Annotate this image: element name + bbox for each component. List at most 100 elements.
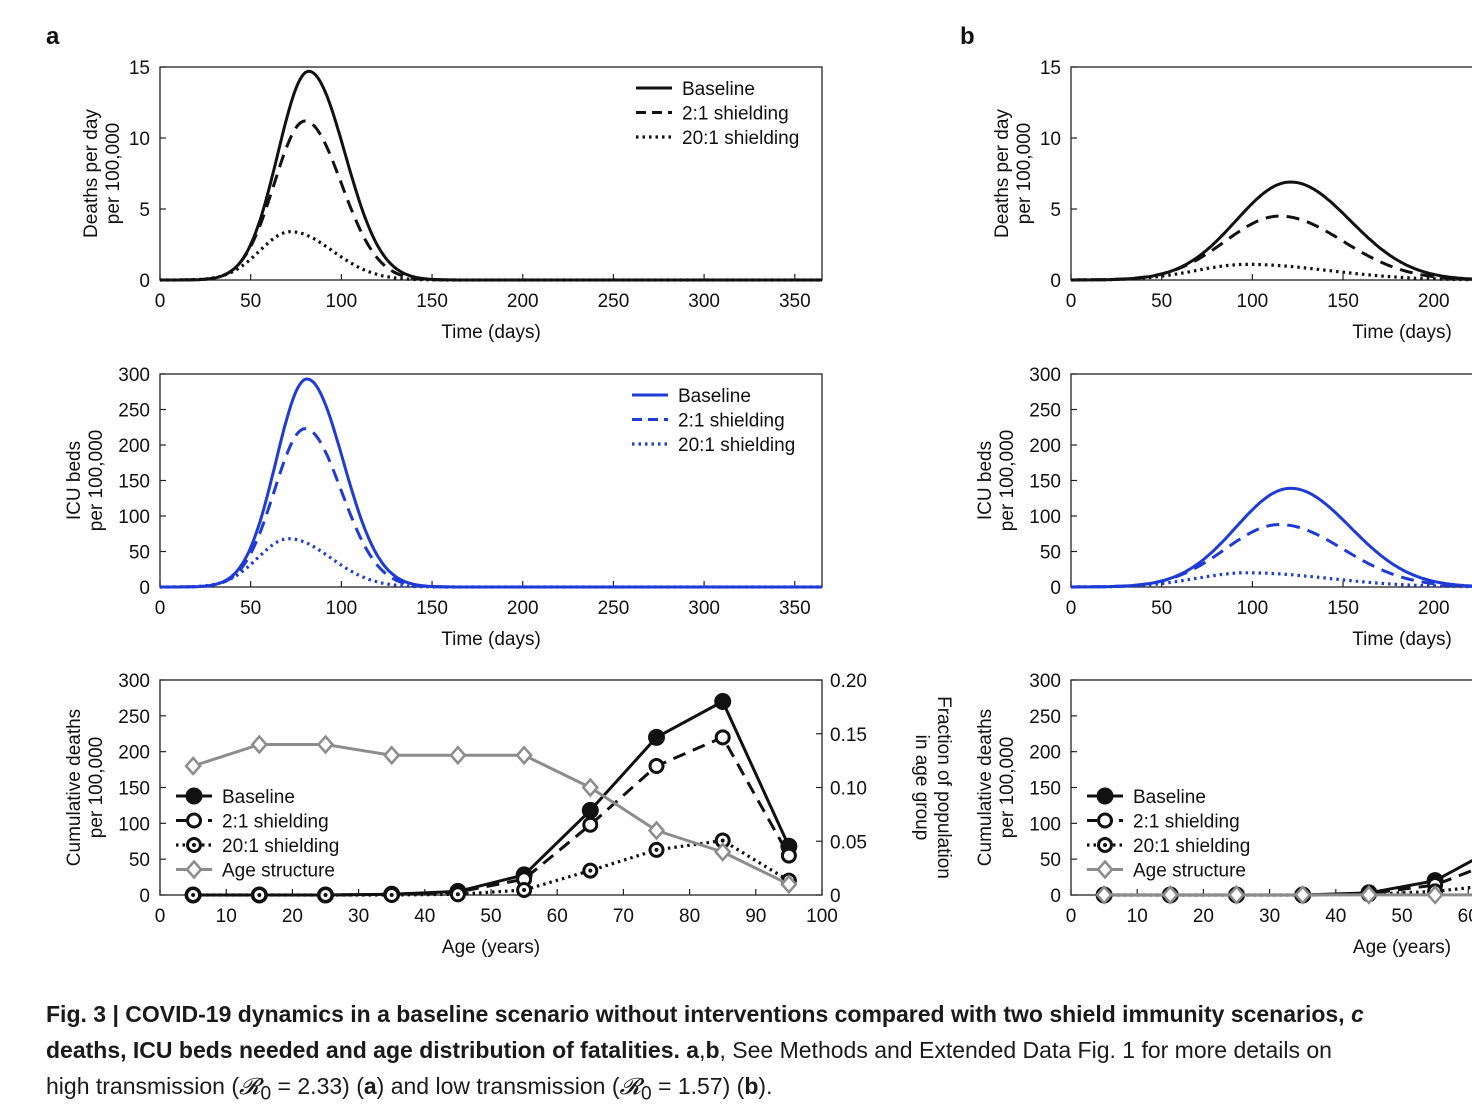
caption-paren-b: b bbox=[744, 1073, 759, 1099]
x-tick-label: 0 bbox=[155, 906, 166, 927]
legend-label: Baseline bbox=[222, 787, 295, 808]
x-tick-label: 100 bbox=[1237, 291, 1269, 312]
caption-panel-a-ref: a bbox=[686, 1037, 700, 1063]
caption-line-1: Fig. 3 | COVID-19 dynamics in a baseline… bbox=[46, 996, 1472, 1032]
caption-methods-text: , See Methods and Extended Data Fig. 1 f… bbox=[719, 1037, 1332, 1063]
y-tick-label: 250 bbox=[118, 401, 150, 422]
marker-age-structure-5 bbox=[515, 745, 533, 766]
marker-age-structure-1 bbox=[250, 734, 268, 755]
marker-age-structure-4 bbox=[1360, 885, 1378, 905]
legend-marker-dot bbox=[192, 843, 196, 847]
y-tick-label: 0 bbox=[1050, 886, 1061, 907]
caption-end: ). bbox=[758, 1073, 773, 1099]
y-tick-label: 100 bbox=[118, 507, 150, 528]
marker-20-1-shielding-2-dot bbox=[323, 893, 328, 897]
y-axis-label-line: Cumulative deaths bbox=[975, 709, 996, 866]
y-right-axis-label-line: Fraction of population bbox=[933, 696, 954, 879]
x-tick-label: 0 bbox=[1066, 291, 1077, 312]
series-line-baseline bbox=[1071, 486, 1472, 589]
y-axis-label: Deaths per dayper 100,000 bbox=[992, 109, 1035, 238]
plot-area bbox=[1095, 858, 1472, 905]
x-tick-label: 20 bbox=[282, 906, 303, 927]
series-line-age-structure bbox=[192, 743, 790, 886]
y-right-tick-label: 0.10 bbox=[830, 779, 867, 800]
marker-age-structure-0 bbox=[1095, 885, 1113, 905]
x-tick-label: 300 bbox=[688, 598, 720, 619]
chart-b-age: 0 10 20 30 40 50 60 0 50 100 150 200 250 300 Age (year… bbox=[975, 671, 1472, 958]
caption-r0-sub-low: 0 bbox=[641, 1083, 652, 1104]
x-tick-label: 350 bbox=[779, 598, 811, 619]
y-tick-label: 0 bbox=[139, 886, 150, 907]
legend-label: Baseline bbox=[1133, 787, 1206, 808]
x-tick-label: 50 bbox=[240, 291, 261, 312]
marker-age-structure-2 bbox=[316, 734, 335, 755]
marker-age-structure-3 bbox=[1294, 885, 1312, 905]
plot-area bbox=[160, 377, 822, 589]
x-tick-label: 30 bbox=[348, 906, 369, 927]
x-tick-label: 200 bbox=[507, 598, 539, 619]
y-tick-label: 200 bbox=[118, 436, 150, 457]
plot-frame bbox=[1070, 66, 1472, 281]
y-right-tick-label: 0.05 bbox=[830, 832, 867, 853]
x-axis-label: Age (years) bbox=[1353, 937, 1451, 958]
legend-label: 2:1 shielding bbox=[682, 104, 789, 125]
marker-age-structure-5 bbox=[1426, 885, 1444, 905]
y-axis-label-line: per 100,000 bbox=[997, 430, 1018, 531]
y-tick-label: 200 bbox=[1029, 436, 1061, 457]
y-tick-label: 300 bbox=[1029, 671, 1061, 692]
legend-label: 2:1 shielding bbox=[678, 411, 785, 432]
y-tick-label: 250 bbox=[118, 707, 150, 728]
series-line-2-1-shielding bbox=[1071, 523, 1472, 589]
y-right-axis-label: Fraction of populationin age group bbox=[911, 696, 954, 879]
caption-r0-symbol-low: 𝓡 bbox=[619, 1073, 641, 1099]
series-line-20-1-shielding bbox=[1071, 262, 1472, 282]
y-axis-label: Deaths per dayper 100,000 bbox=[81, 109, 124, 238]
plot-area bbox=[1071, 486, 1472, 589]
y-right-tick-label: 0.15 bbox=[830, 725, 867, 746]
x-tick-label: 100 bbox=[326, 598, 358, 619]
x-tick-label: 80 bbox=[679, 906, 700, 927]
y-axis-label-line: per 100,000 bbox=[103, 123, 124, 224]
series-line-2-1-shielding bbox=[160, 427, 822, 589]
y-tick-label: 150 bbox=[1029, 779, 1061, 800]
y-tick-label: 150 bbox=[118, 472, 150, 493]
x-axis-label: Age (years) bbox=[442, 937, 540, 958]
marker-age-structure-6 bbox=[581, 777, 599, 798]
y-tick-label: 0 bbox=[1050, 578, 1061, 599]
y-axis-label-line: ICU beds bbox=[975, 441, 996, 520]
y-tick-label: 50 bbox=[129, 543, 150, 564]
legend-marker bbox=[1096, 787, 1114, 805]
marker-age-structure-2 bbox=[1227, 885, 1246, 905]
y-tick-label: 50 bbox=[1040, 543, 1061, 564]
caption-title-cut: c bbox=[1350, 1001, 1364, 1027]
marker-20-1-shielding-4-dot bbox=[455, 892, 460, 897]
series-line-2-1-shielding bbox=[1071, 214, 1472, 282]
marker-age-structure-9 bbox=[780, 874, 798, 895]
marker-baseline-7 bbox=[648, 728, 665, 746]
marker-2-1-shielding-6 bbox=[582, 816, 599, 833]
panel-label-a: a bbox=[46, 23, 60, 50]
y-right-tick-label: 0.20 bbox=[830, 671, 867, 692]
panel-label-b: b bbox=[960, 23, 975, 50]
y-right-axis-label-line: in age group bbox=[911, 735, 932, 841]
y-axis-label: Cumulative deathsper 100,000 bbox=[975, 709, 1018, 866]
y-axis-label: ICU bedsper 100,000 bbox=[975, 430, 1018, 531]
y-tick-label: 0 bbox=[139, 271, 150, 292]
marker-age-structure-8 bbox=[714, 842, 732, 862]
x-tick-label: 350 bbox=[779, 291, 811, 312]
y-tick-label: 250 bbox=[1029, 401, 1061, 422]
marker-baseline-6 bbox=[581, 801, 599, 819]
legend-marker bbox=[185, 787, 203, 805]
legend-label: 20:1 shielding bbox=[222, 836, 339, 857]
x-tick-label: 100 bbox=[326, 291, 358, 312]
y-axis-label: Cumulative deathsper 100,000 bbox=[64, 709, 107, 866]
marker-20-1-shielding-5-dot bbox=[522, 887, 527, 892]
chart-a-icu: 0 50 100 150 200 250 300 350 0 50 100 150 200 250 300 T… bbox=[64, 365, 823, 650]
legend-label: 20:1 shielding bbox=[678, 435, 795, 456]
y-tick-label: 100 bbox=[118, 814, 150, 835]
series-line-2-1-shielding bbox=[193, 735, 791, 897]
series-line-20-1-shielding bbox=[193, 838, 790, 897]
plot-area bbox=[184, 693, 798, 904]
caption-line-2: deaths, ICU beds needed and age distribu… bbox=[46, 1032, 1472, 1068]
caption-comma: , bbox=[699, 1037, 706, 1063]
